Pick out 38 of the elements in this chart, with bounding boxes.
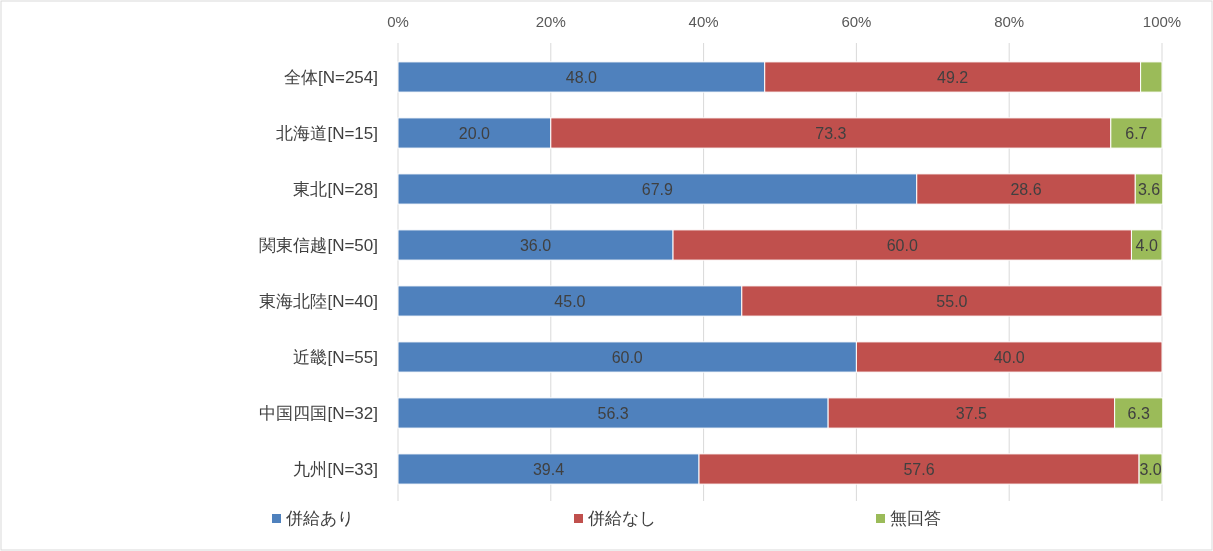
x-tick-label: 100% [1142, 13, 1182, 30]
data-label: 57.6 [903, 461, 935, 478]
y-tick-label: 全体[N=254] [283, 68, 378, 87]
x-tick-label: 80% [994, 13, 1025, 30]
data-label: 60.0 [611, 349, 643, 366]
y-tick-label: 九州[N=33] [293, 460, 378, 479]
data-label: 37.5 [955, 405, 988, 422]
data-label: 60.0 [886, 237, 918, 254]
x-tick-label: 0% [387, 13, 409, 30]
y-tick-label: 東海北陸[N=40] [259, 292, 378, 311]
y-tick-label: 近畿[N=55] [293, 348, 378, 367]
data-label: 56.3 [597, 405, 629, 422]
data-label: 3.0 [1139, 461, 1162, 478]
x-tick-label: 40% [688, 13, 719, 30]
data-label: 20.0 [458, 125, 491, 142]
data-label: 4.0 [1135, 237, 1158, 254]
x-tick-label: 60% [841, 13, 872, 30]
legend-label: 併給あり [285, 509, 354, 528]
data-label: 73.3 [815, 125, 847, 142]
data-label: 55.0 [936, 293, 968, 310]
data-label: 6.3 [1127, 405, 1150, 422]
y-tick-label: 中国四国[N=32] [259, 404, 378, 423]
legend-label: 併給なし [587, 509, 656, 528]
data-label: 40.0 [993, 349, 1025, 366]
y-tick-label: 東北[N=28] [293, 180, 378, 199]
data-label: 49.2 [937, 69, 969, 86]
data-label: 28.6 [1010, 181, 1042, 198]
data-label: 39.4 [532, 461, 565, 478]
y-tick-label: 北海道[N=15] [276, 124, 378, 143]
data-label: 3.6 [1137, 181, 1161, 198]
data-label: 48.0 [565, 69, 598, 86]
y-tick-label: 関東信越[N=50] [259, 236, 378, 255]
x-tick-label: 20% [535, 13, 566, 30]
data-label: 45.0 [554, 293, 586, 310]
data-label: 36.0 [519, 237, 552, 254]
legend-label: 無回答 [890, 509, 941, 528]
data-label: 6.7 [1125, 125, 1148, 142]
data-label: 67.9 [641, 181, 674, 198]
